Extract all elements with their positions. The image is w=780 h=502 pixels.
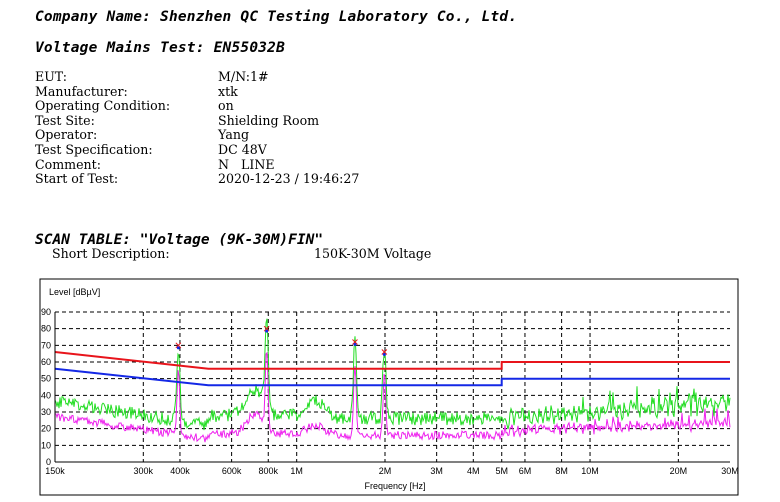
info-key: Operating Condition: xyxy=(35,98,171,114)
short-description: Short Description: 150K-30M Voltage xyxy=(52,246,431,261)
y-tick-label: 30 xyxy=(41,407,51,417)
y-tick-label: 40 xyxy=(41,390,51,400)
info-value: Shielding Room xyxy=(218,112,320,128)
x-tick-label: 20M xyxy=(670,466,688,476)
x-tick-label: 600k xyxy=(222,466,242,476)
peak-marker xyxy=(175,342,182,349)
short-description-key: Short Description: xyxy=(52,246,170,261)
y-tick-label: 60 xyxy=(41,357,51,367)
peak-marker-dot xyxy=(382,353,386,356)
average-trace xyxy=(54,351,731,443)
x-tick-label: 8M xyxy=(555,466,568,476)
x-tick-label: 800k xyxy=(258,466,278,476)
peak-marker-dot xyxy=(176,346,180,350)
limit-lines xyxy=(54,351,730,387)
peak-marker xyxy=(263,325,270,332)
x-tick-label: 2M xyxy=(379,466,392,476)
info-row-site: Test Site: Shielding Room xyxy=(35,112,359,129)
x-tick-label: 3M xyxy=(430,466,443,476)
x-tick-label: 6M xyxy=(519,466,532,476)
info-value: 2020-12-23 / 19:46:27 xyxy=(218,171,360,187)
test-info: EUT: M/N:1# Manufacturer: xtk Operating Co… xyxy=(35,69,359,187)
info-key: Start of Test: xyxy=(35,171,119,187)
peak-markers xyxy=(175,325,388,356)
peak-trace xyxy=(54,318,731,431)
y-tick-label: 50 xyxy=(41,374,51,384)
info-row-manufacturer: Manufacturer: xtk xyxy=(35,83,359,100)
y-axis-label: Level [dBµV] xyxy=(49,287,100,297)
company-name: Company Name: Shenzhen QC Testing Labora… xyxy=(35,9,518,25)
x-axis-label: Frequency [Hz] xyxy=(364,481,425,491)
y-tick-label: 70 xyxy=(41,340,51,350)
x-tick-labels: 150k 300k 400k 600k 800k 1M 2M 3M 4M 5M 6M 8M 10M 20M… xyxy=(45,466,739,476)
y-tick-label: 80 xyxy=(41,324,51,334)
y-tick-label: 10 xyxy=(41,440,51,450)
peak-marker xyxy=(352,339,358,345)
x-tick-label: 30M xyxy=(721,466,739,476)
info-row-eut: EUT: M/N:1# xyxy=(35,69,359,85)
info-key: EUT: xyxy=(35,69,68,84)
info-value: on xyxy=(218,98,234,114)
info-value: M/N:1# xyxy=(218,69,269,84)
qp-limit-line xyxy=(54,351,730,370)
info-key: Operator: xyxy=(35,127,98,143)
x-tick-label: 5M xyxy=(495,466,508,476)
peak-marker-dot xyxy=(265,329,269,333)
info-value: DC 48V xyxy=(218,141,267,157)
x-tick-label: 150k xyxy=(45,466,65,476)
info-key: Test Specification: xyxy=(35,141,153,157)
test-title: Voltage Mains Test: EN55032B xyxy=(35,40,286,56)
chart-frame xyxy=(39,278,739,496)
info-value: N LINE xyxy=(218,156,275,172)
peak-marker-dot xyxy=(353,343,357,346)
traces xyxy=(54,318,731,443)
info-row-comment: Comment: N LINE xyxy=(35,156,359,173)
info-value: Yang xyxy=(218,127,250,143)
info-row-operator: Operator: Yang xyxy=(35,128,359,143)
x-tick-label: 4M xyxy=(467,466,480,476)
info-key: Comment: xyxy=(35,156,101,172)
x-tick-label: 10M xyxy=(581,466,599,476)
x-tick-label: 300k xyxy=(134,466,154,476)
y-tick-label: 20 xyxy=(41,424,51,434)
short-description-value: 150K-30M Voltage xyxy=(314,246,432,261)
info-row-start: Start of Test: 2020-12-23 / 19:46:27 xyxy=(35,172,359,187)
info-key: Manufacturer: xyxy=(35,83,128,99)
y-tick-label: 0 xyxy=(46,457,51,467)
y-tick-labels: 0 10 20 30 40 50 60 70 80 90 xyxy=(41,307,51,467)
x-tick-label: 400k xyxy=(170,466,190,476)
av-limit-line xyxy=(54,367,730,387)
info-value: xtk xyxy=(218,83,238,99)
scan-table-title: SCAN TABLE: "Voltage (9K-30M)FIN" xyxy=(35,232,324,248)
peak-marker xyxy=(381,349,388,355)
info-row-spec: Test Specification: DC 48V xyxy=(35,141,359,158)
y-tick-label: 90 xyxy=(41,307,51,317)
x-tick-label: 1M xyxy=(290,466,303,476)
info-key: Test Site: xyxy=(35,112,95,128)
info-row-condition: Operating Condition: on xyxy=(35,99,359,114)
